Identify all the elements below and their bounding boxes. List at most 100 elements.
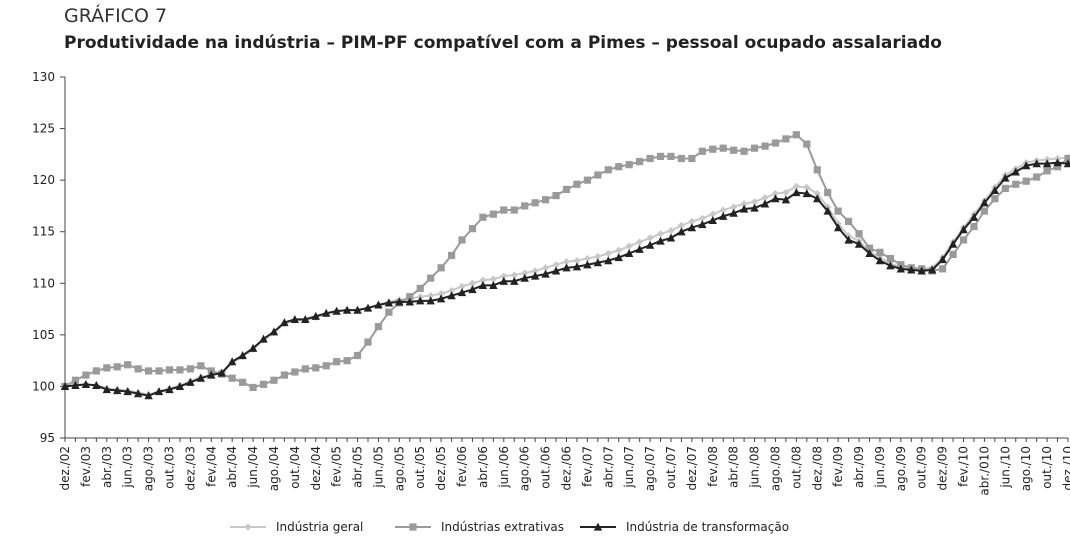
- data-point: [479, 276, 487, 284]
- data-point: [781, 195, 791, 204]
- data-point: [468, 225, 477, 233]
- data-point: [646, 234, 654, 242]
- data-point: [771, 194, 780, 203]
- data-point: [343, 357, 351, 365]
- x-tick-label: fev./06: [455, 446, 469, 487]
- data-point: [813, 194, 822, 203]
- chart-title: GRÁFICO 7: [64, 4, 167, 27]
- data-point: [1053, 158, 1062, 167]
- data-point: [280, 371, 289, 379]
- data-point: [656, 152, 665, 161]
- legend-marker: [593, 522, 603, 531]
- data-point: [436, 294, 446, 303]
- x-tick-label: dez./03: [183, 446, 197, 490]
- x-tick-label: abr./07: [601, 446, 615, 488]
- x-tick-label: ago./04: [267, 446, 281, 491]
- data-point: [677, 154, 686, 163]
- data-point: [667, 227, 675, 235]
- data-point: [406, 293, 414, 301]
- data-point: [196, 373, 206, 382]
- data-point: [854, 239, 864, 248]
- data-point: [624, 248, 634, 257]
- data-point: [939, 265, 947, 273]
- data-point: [583, 254, 591, 263]
- data-point: [385, 308, 393, 316]
- series-line: [64, 161, 1069, 397]
- data-point: [876, 248, 884, 256]
- data-point: [792, 131, 800, 139]
- y-tick-label: 105: [32, 328, 55, 342]
- x-tick-label: dez./10: [1061, 446, 1070, 490]
- data-point: [1033, 173, 1041, 181]
- data-point: [521, 269, 529, 277]
- legend-label: Indústria geral: [276, 520, 363, 534]
- data-point: [552, 261, 560, 269]
- data-point: [824, 188, 832, 197]
- x-tick-label: abr./05: [351, 446, 365, 488]
- data-point: [259, 380, 268, 388]
- data-point: [92, 367, 100, 375]
- data-point: [792, 188, 801, 197]
- data-point: [134, 365, 142, 373]
- x-tick-label: abr./08: [727, 446, 741, 488]
- x-tick-label: fev./10: [957, 446, 971, 487]
- data-point: [552, 192, 560, 200]
- data-point: [384, 298, 394, 307]
- x-tick-label: abr./09: [852, 446, 866, 488]
- data-point: [604, 166, 612, 174]
- data-point: [813, 166, 821, 174]
- x-tick-label: dez./08: [810, 446, 824, 490]
- data-point: [500, 206, 508, 214]
- data-point: [573, 180, 581, 188]
- data-point: [614, 253, 623, 262]
- data-point: [312, 364, 320, 372]
- data-point: [542, 264, 550, 272]
- data-point: [687, 223, 697, 232]
- data-point: [677, 221, 686, 230]
- data-point: [510, 271, 518, 279]
- data-point: [855, 230, 863, 238]
- data-point: [990, 186, 1000, 195]
- data-point: [865, 248, 874, 257]
- data-point: [740, 200, 748, 208]
- x-tick-label: fev./07: [580, 446, 594, 487]
- data-point: [1012, 180, 1020, 188]
- data-point: [719, 144, 727, 152]
- data-point: [980, 198, 989, 207]
- data-point: [833, 223, 843, 232]
- data-point: [81, 379, 91, 388]
- x-tick-label: abr./010: [977, 446, 991, 496]
- data-point: [792, 182, 800, 190]
- data-point: [541, 269, 550, 278]
- data-point: [750, 203, 759, 212]
- data-point: [938, 255, 947, 264]
- y-tick-label: 95: [40, 431, 55, 445]
- data-point: [71, 376, 80, 384]
- x-tick-label: out./05: [413, 446, 427, 489]
- x-tick-label: ago./09: [894, 446, 908, 491]
- y-tick-label: 130: [32, 70, 55, 84]
- series-line: [64, 156, 1069, 396]
- data-point: [144, 367, 153, 375]
- data-point: [510, 276, 519, 285]
- data-point: [646, 154, 654, 163]
- x-tick-label: jun./09: [873, 446, 887, 489]
- data-point: [698, 220, 707, 229]
- data-point: [269, 327, 279, 336]
- data-point: [907, 265, 916, 274]
- data-point: [709, 145, 717, 153]
- data-point: [927, 265, 937, 274]
- data-point: [353, 351, 362, 360]
- data-point: [551, 266, 561, 275]
- data-point: [165, 385, 174, 394]
- data-point: [1032, 159, 1041, 168]
- x-tick-label: dez./06: [560, 446, 574, 490]
- data-point: [698, 147, 706, 155]
- data-point: [719, 211, 728, 220]
- data-point: [782, 135, 790, 143]
- data-point: [311, 311, 320, 320]
- x-tick-label: out./06: [539, 446, 553, 489]
- data-point: [959, 225, 968, 234]
- data-point: [886, 261, 895, 270]
- data-point: [844, 235, 853, 244]
